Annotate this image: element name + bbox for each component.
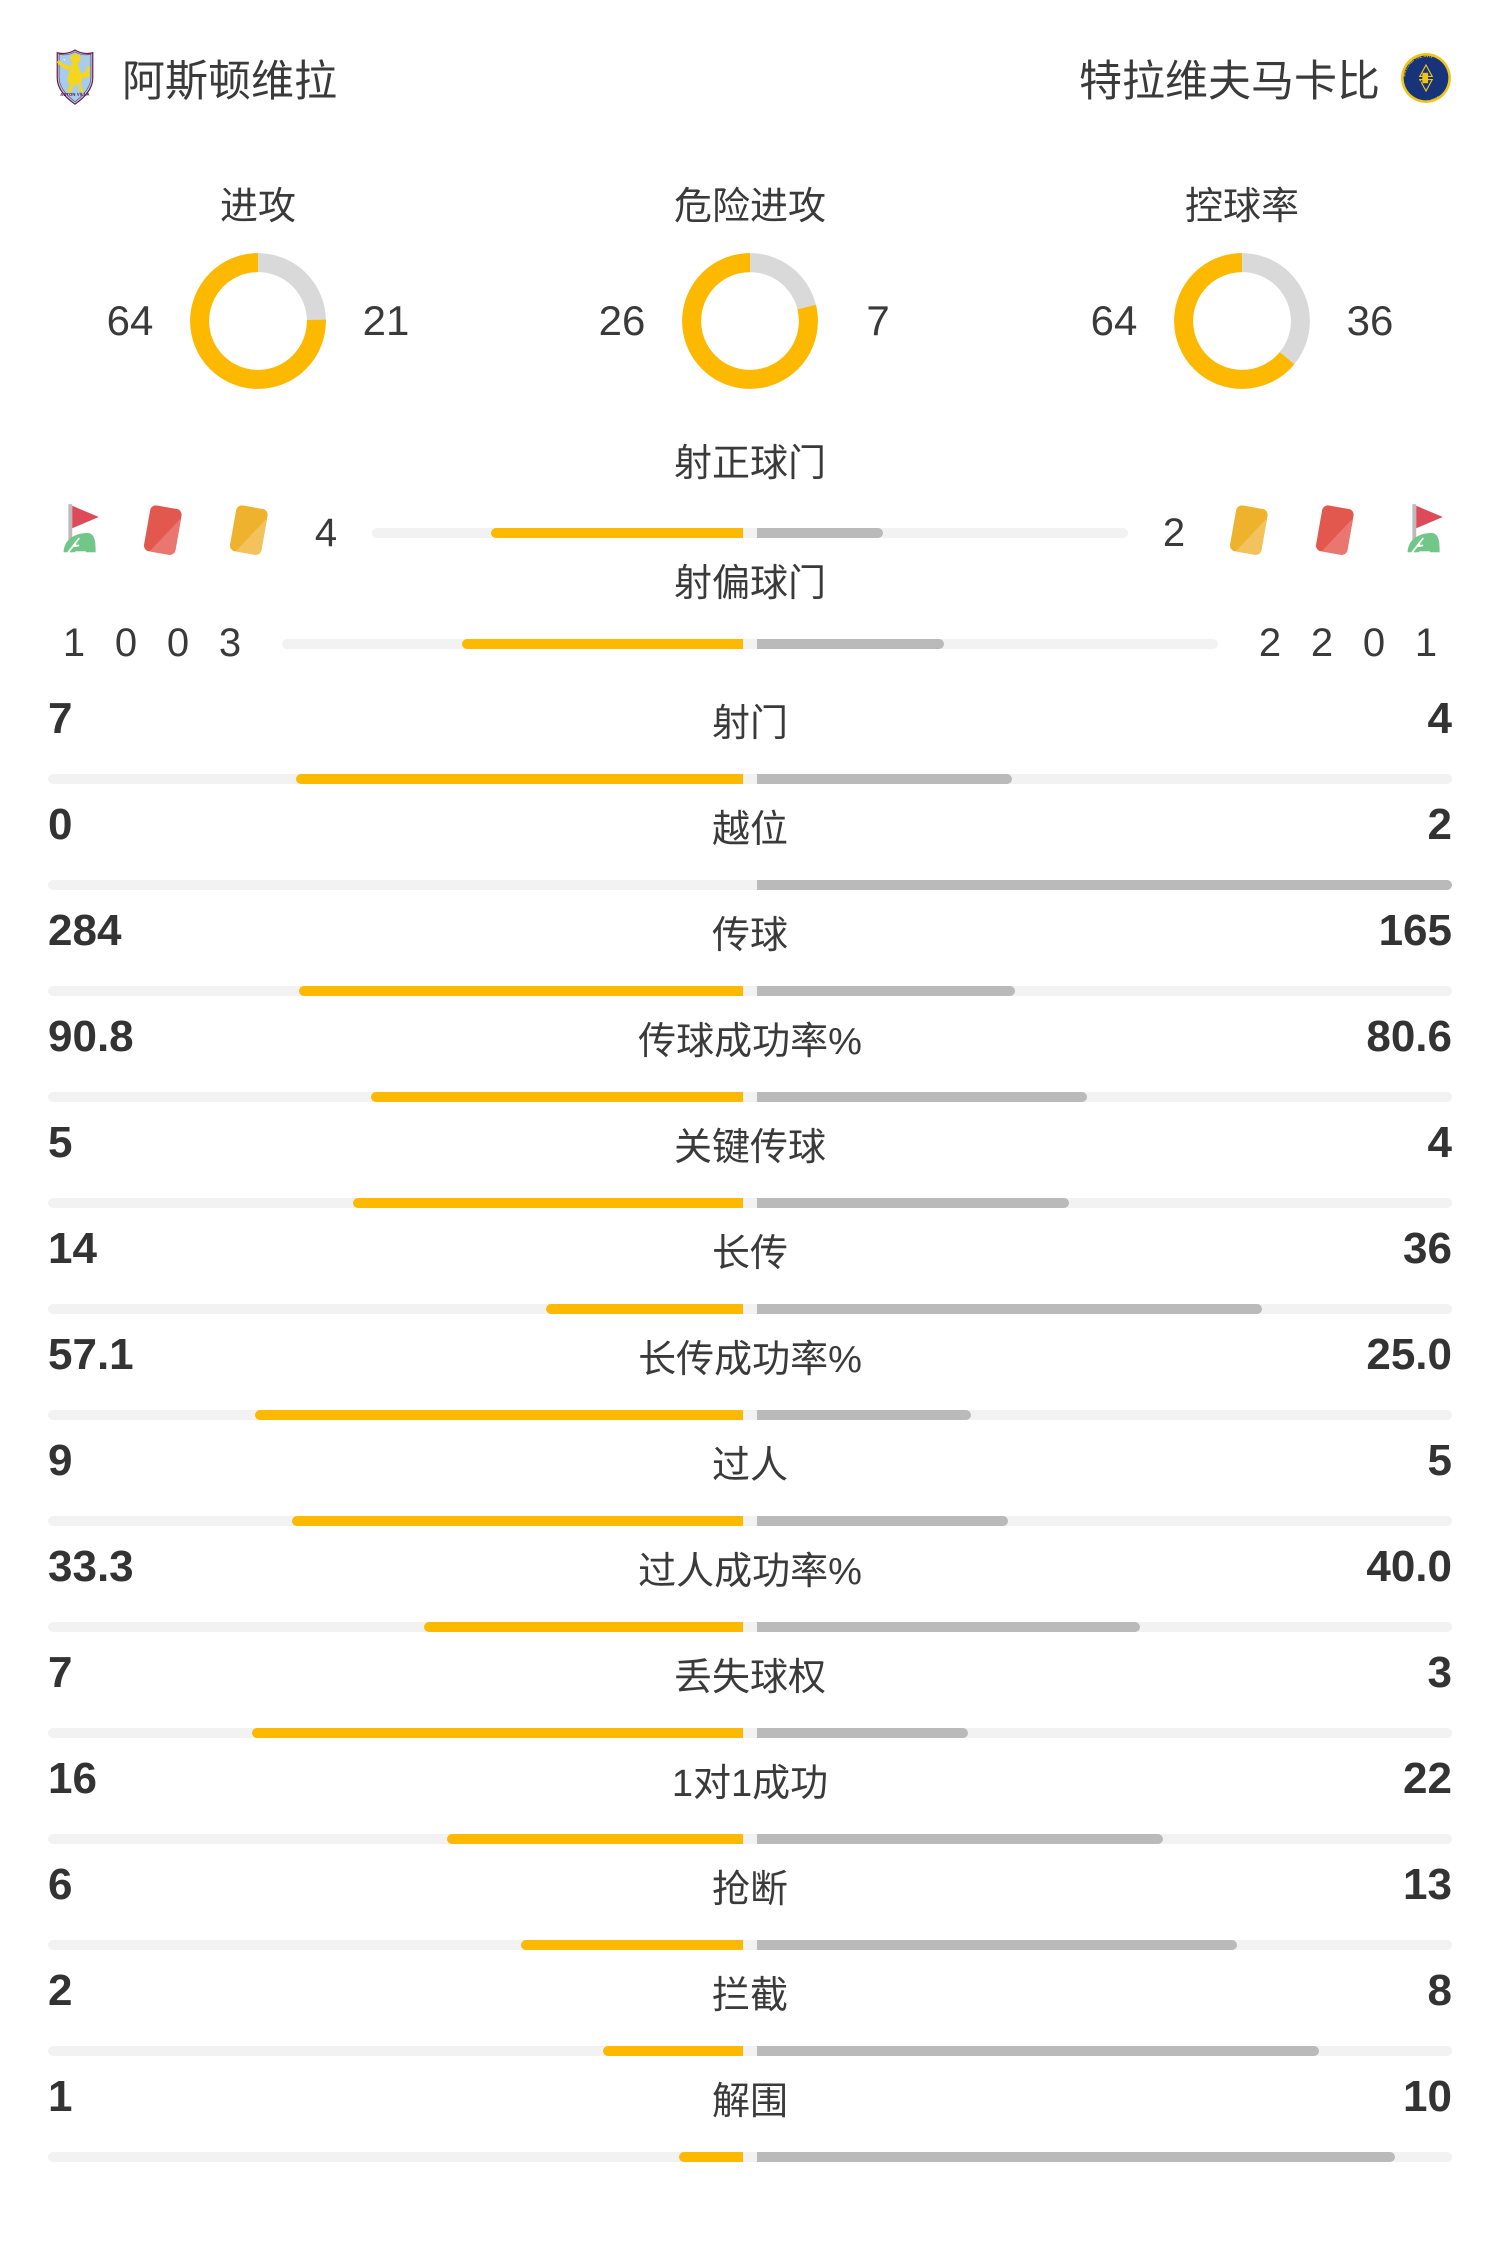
- svg-text:ASTON VILLA: ASTON VILLA: [60, 92, 89, 98]
